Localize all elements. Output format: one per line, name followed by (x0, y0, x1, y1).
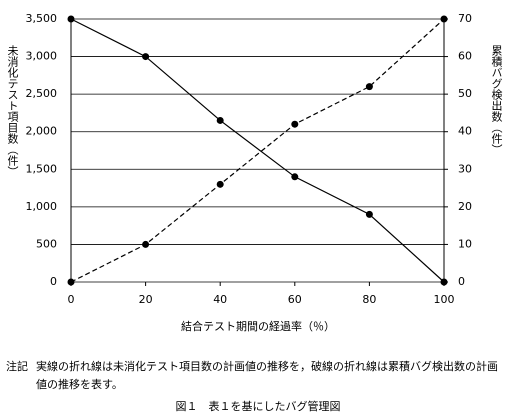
data-point (291, 120, 299, 128)
y-tick-label: 2,500 (26, 87, 58, 100)
y2-axis-label: 累積バグ検出数（件） (490, 45, 503, 155)
x-tick-label: 80 (362, 293, 376, 306)
x-axis-label: 結合テスト期間の経過率（％） (181, 319, 335, 333)
y2-tick-label: 30 (458, 162, 472, 175)
x-tick-label: 60 (288, 293, 302, 306)
y2-tick-label: 60 (458, 50, 472, 63)
data-point (67, 278, 75, 286)
y-axis-label: 未消化テスト項目数（件） (6, 45, 19, 177)
y2-tick-label: 50 (458, 87, 472, 100)
y-tick-label: 0 (50, 275, 57, 288)
caption: 図１ 表１を基にしたバグ管理図 (176, 399, 341, 413)
data-point (216, 116, 224, 124)
series-line (70, 18, 445, 283)
data-point (67, 15, 75, 23)
y-tick-label: 1,500 (26, 162, 58, 175)
data-point (142, 53, 150, 61)
x-tick-label: 40 (213, 293, 227, 306)
y-tick-label: 3,500 (26, 12, 58, 25)
note-label: 注記 (6, 360, 28, 373)
y2-tick-label: 70 (458, 12, 472, 25)
data-point (142, 240, 150, 248)
note: 注記 実線の折れ線は未消化テスト項目数の計画値の推移を，破線の折れ線は累積バグ検出… (6, 358, 506, 394)
x-tick-label: 0 (68, 293, 75, 306)
series-line (70, 18, 445, 283)
data-point (365, 210, 373, 218)
y-tick-label: 1,000 (26, 200, 58, 213)
data-point (291, 173, 299, 181)
x-tick-label: 100 (434, 293, 455, 306)
data-point (365, 83, 373, 91)
x-tick-label: 20 (139, 293, 153, 306)
data-point (440, 278, 448, 286)
y2-tick-label: 10 (458, 237, 472, 250)
data-point (440, 15, 448, 23)
y-tick-label: 3,000 (26, 50, 58, 63)
note-text: 実線の折れ線は未消化テスト項目数の計画値の推移を，破線の折れ線は累積バグ検出数の… (36, 360, 498, 391)
y-tick-label: 2,000 (26, 125, 58, 138)
y2-tick-label: 40 (458, 125, 472, 138)
y-tick-label: 500 (36, 237, 57, 250)
y2-tick-label: 0 (458, 275, 465, 288)
data-point (216, 180, 224, 188)
y2-tick-label: 20 (458, 200, 472, 213)
